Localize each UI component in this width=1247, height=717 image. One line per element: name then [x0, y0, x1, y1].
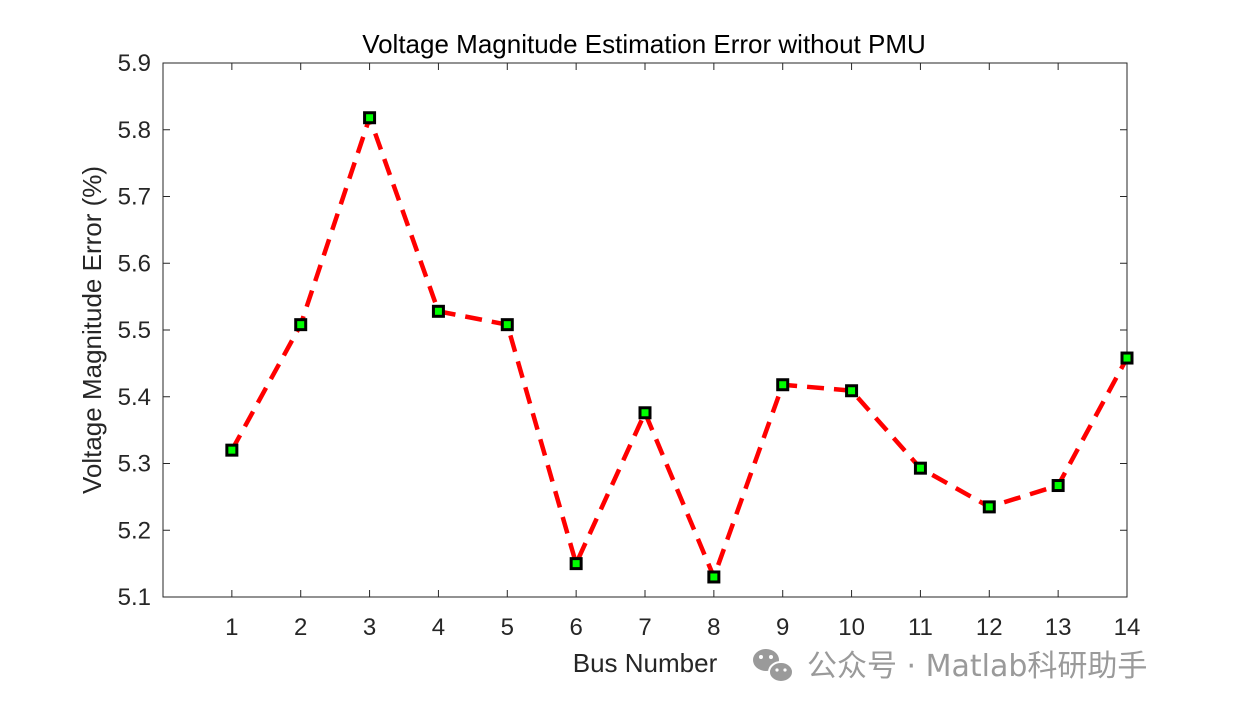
data-point [431, 304, 445, 318]
x-tick-label: 1 [225, 614, 238, 641]
x-axis: 1 2 3 4 5 6 7 8 9 10 11 12 13 14 [225, 63, 1140, 641]
data-point [913, 461, 927, 475]
y-axis: 5.1 5.2 5.3 5.4 5.5 5.6 5.7 5.8 5.9 [118, 50, 1127, 611]
data-point [845, 384, 859, 398]
y-tick-label: 5.5 [118, 317, 151, 344]
data-point [982, 500, 996, 514]
series-markers [225, 111, 1134, 584]
watermark-text: 公众号 · Matlab科研助手 [807, 649, 1147, 684]
series-line [229, 115, 1129, 580]
plot-area [162, 62, 1128, 598]
x-tick-label: 2 [294, 614, 307, 641]
x-tick-label: 10 [838, 614, 865, 641]
y-axis-label: Voltage Magnitude Error (%) [77, 166, 107, 494]
data-point [776, 378, 790, 392]
x-axis-label: Bus Number [573, 648, 718, 678]
x-tick-label: 12 [976, 614, 1003, 641]
y-tick-label: 5.7 [118, 184, 151, 211]
data-point [569, 557, 583, 571]
data-point [638, 406, 652, 420]
x-tick-label: 4 [432, 614, 445, 641]
x-tick-label: 7 [638, 614, 651, 641]
x-tick-label: 8 [707, 614, 720, 641]
x-tick-label: 13 [1045, 614, 1072, 641]
data-point [500, 318, 514, 332]
y-tick-label: 5.2 [118, 517, 151, 544]
y-tick-label: 5.8 [118, 117, 151, 144]
watermark: 公众号 · Matlab科研助手 [753, 649, 1147, 684]
x-tick-label: 9 [776, 614, 789, 641]
x-tick-label: 14 [1114, 614, 1141, 641]
series-line-group [229, 115, 1129, 580]
x-tick-label: 6 [569, 614, 582, 641]
data-point [294, 318, 308, 332]
data-point [707, 570, 721, 584]
data-point [1051, 479, 1065, 493]
data-point [225, 443, 239, 457]
y-tick-label: 5.1 [118, 584, 151, 611]
x-tick-label: 3 [363, 614, 376, 641]
y-tick-label: 5.9 [118, 50, 151, 77]
y-tick-label: 5.3 [118, 451, 151, 478]
wechat-icon [753, 649, 794, 683]
chart-title: Voltage Magnitude Estimation Error witho… [362, 29, 926, 59]
x-tick-label: 11 [908, 614, 933, 641]
y-tick-label: 5.6 [118, 250, 151, 277]
x-tick-label: 5 [501, 614, 514, 641]
data-point [363, 111, 377, 125]
data-point [1120, 351, 1134, 365]
y-tick-label: 5.4 [118, 384, 151, 411]
